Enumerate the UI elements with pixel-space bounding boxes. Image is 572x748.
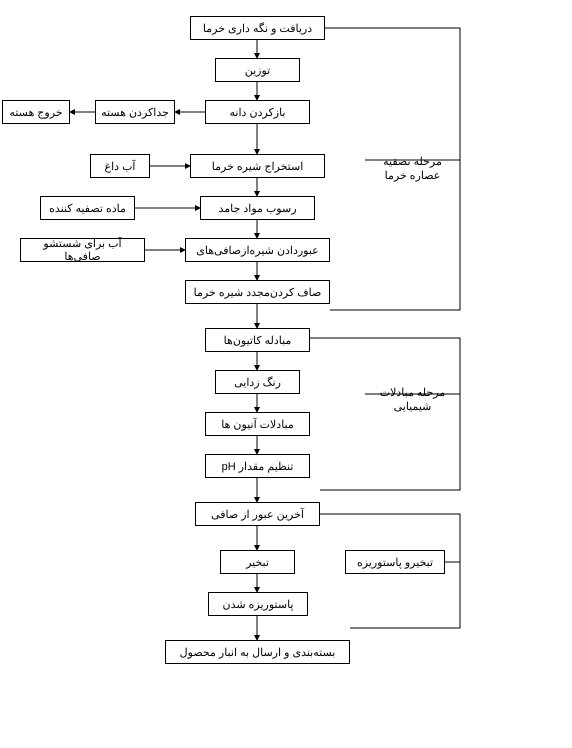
flowchart-node: مبادلات آنیون ها xyxy=(205,412,310,436)
flowchart-node: آب برای شستشو صافی‌ها xyxy=(20,238,145,262)
flowchart-node: ماده تصفیه کننده xyxy=(40,196,135,220)
flowchart-node: دریافت و نگه داری خرما xyxy=(190,16,325,40)
flowchart-node: بسته‌بندی و ارسال به انبار محصول xyxy=(165,640,350,664)
flowchart-node: صاف کردن‌مجدد شیره خرما xyxy=(185,280,330,304)
flowchart-node: مبادله کاتیون‌ها xyxy=(205,328,310,352)
flowchart-node: جداکردن هسته xyxy=(95,100,175,124)
flowchart-node: استخراج شیره خرما xyxy=(190,154,325,178)
flowchart-node: تبخیر xyxy=(220,550,295,574)
stage-label: مرحله مبادلاتشیمیایی xyxy=(370,386,455,415)
flowchart-node: تنظیم مقدار pH xyxy=(205,454,310,478)
flowchart-node: تبخیرو پاستوریزه xyxy=(345,550,445,574)
flowchart-node: پاستوریزه شدن xyxy=(208,592,308,616)
flowchart-node: رنگ زدایی xyxy=(215,370,300,394)
flowchart-node: آب داغ xyxy=(90,154,150,178)
flowchart-node: بازکردن دانه xyxy=(205,100,310,124)
flowchart-canvas: دریافت و نگه داری خرما توزین بازکردن دانه ج… xyxy=(0,10,562,738)
flowchart-node: آخرین عبور از صافی xyxy=(195,502,320,526)
flowchart-node: خروج هسته xyxy=(2,100,70,124)
flowchart-node: رسوب مواد جامد xyxy=(200,196,315,220)
flowchart-node: توزین xyxy=(215,58,300,82)
flowchart-node: عبوردادن شیره‌ازصافی‌های xyxy=(185,238,330,262)
stage-label: مرحله تصفیهعصاره خرما xyxy=(370,155,455,184)
